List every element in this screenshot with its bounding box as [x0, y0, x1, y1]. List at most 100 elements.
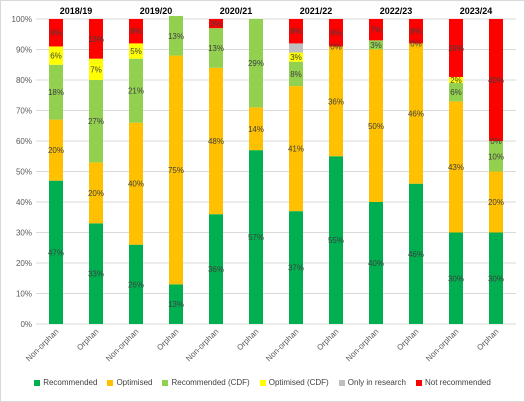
data-label: 2% — [450, 76, 462, 85]
category-label: Non-orphan — [24, 327, 60, 363]
bar-segment — [89, 223, 103, 324]
bar-segment — [289, 61, 303, 87]
legend: Recommended Optimised Recommended (CDF) Opt… — [1, 378, 524, 387]
y-tick-label: 20% — [16, 259, 32, 268]
data-label: 14% — [248, 125, 264, 134]
legend-label: Not recommended — [424, 378, 491, 387]
data-label: 48% — [208, 137, 224, 146]
data-label: 26% — [128, 280, 144, 289]
data-label: 36% — [328, 97, 344, 106]
y-tick-label: 10% — [16, 290, 32, 299]
legend-swatch — [162, 379, 169, 386]
data-label: 13% — [168, 32, 184, 41]
bar-segment — [49, 119, 63, 181]
bar-segment — [49, 46, 63, 65]
data-label: 3% — [210, 20, 222, 29]
legend-item: Not recommended — [415, 378, 491, 387]
bar-segment — [369, 19, 383, 41]
category-label: Non-orphan — [344, 327, 380, 363]
data-label: 8% — [130, 27, 142, 36]
bar-segment — [329, 19, 343, 47]
category-label: Orphan — [395, 327, 420, 352]
legend-swatch — [259, 379, 266, 386]
category-label: Orphan — [235, 327, 260, 352]
data-label: 8% — [410, 27, 422, 36]
legend-label: Recommended (CDF) — [171, 378, 250, 387]
category-label: Orphan — [155, 327, 180, 352]
data-label: 5% — [130, 47, 142, 56]
bar-segment — [209, 67, 223, 215]
legend-item: Optimised — [107, 378, 152, 387]
legend-swatch — [34, 379, 41, 386]
category-label: Non-orphan — [424, 327, 460, 363]
data-label: 20% — [88, 189, 104, 198]
data-label: 7% — [370, 26, 382, 35]
data-label: 40% — [368, 259, 384, 268]
data-label: 20% — [48, 146, 64, 155]
data-label: 9% — [50, 29, 62, 38]
bar-segment — [289, 43, 303, 53]
group-label: 2021/22 — [300, 6, 333, 16]
data-label: 55% — [328, 236, 344, 245]
bar-segment — [89, 19, 103, 59]
bar-segment — [49, 64, 63, 120]
bar-segment — [449, 101, 463, 233]
y-tick-label: 40% — [16, 198, 32, 207]
data-label: 30% — [448, 274, 464, 283]
group-label: 2023/24 — [460, 6, 493, 16]
data-label: 18% — [48, 88, 64, 97]
bar-segment — [489, 232, 503, 324]
data-label: 13% — [208, 44, 224, 53]
data-label: 36% — [208, 265, 224, 274]
bar-segment — [169, 15, 183, 56]
bar-segment — [449, 232, 463, 324]
group-label: 2020/21 — [220, 6, 253, 16]
bar-segment — [169, 55, 183, 285]
data-label: 13% — [168, 300, 184, 309]
bar-segment — [129, 43, 143, 59]
data-label: 0% — [330, 42, 342, 51]
data-label: 29% — [248, 59, 264, 68]
data-label: 3% — [290, 53, 302, 62]
stacked-bar-chart: 0% 10% 20% 30% 40% 50% 60% 70% 80% 90% 100% 47% 20% 1… — [12, 6, 516, 363]
data-label: 8% — [290, 70, 302, 79]
group-label: 2022/23 — [380, 6, 413, 16]
group-label: 2018/19 — [60, 6, 93, 16]
legend-item: Recommended — [34, 378, 97, 387]
y-tick-label: 80% — [16, 76, 32, 85]
data-label: 19% — [448, 44, 464, 53]
data-label: 9% — [330, 29, 342, 38]
legend-label: Optimised (CDF) — [268, 378, 329, 387]
bar-segment — [289, 86, 303, 212]
bar-segment — [129, 244, 143, 324]
bar-segment — [249, 107, 263, 151]
bar-segment — [169, 284, 183, 324]
bar-segment — [89, 80, 103, 163]
data-label: 75% — [168, 166, 184, 175]
bar-segment — [249, 19, 263, 108]
data-label: 40% — [128, 180, 144, 189]
legend-swatch — [107, 379, 114, 386]
y-tick-label: 50% — [16, 168, 32, 177]
data-label: 57% — [248, 233, 264, 242]
bar-segment — [489, 141, 503, 172]
bar-segment — [49, 180, 63, 324]
bar-segment — [369, 202, 383, 324]
y-tick-label: 100% — [12, 15, 32, 24]
data-label: 33% — [88, 270, 104, 279]
data-label: 37% — [288, 264, 304, 273]
bar-segment — [209, 28, 223, 68]
legend-item: Recommended (CDF) — [162, 378, 250, 387]
bar-segment — [329, 156, 343, 324]
bar-segment — [289, 19, 303, 44]
bar-segment — [449, 83, 463, 102]
data-label: 8% — [290, 27, 302, 36]
bar-segment — [369, 49, 383, 202]
category-label: Non-orphan — [184, 327, 220, 363]
bar-segment — [329, 46, 343, 157]
category-label: Non-orphan — [104, 327, 140, 363]
bar-segment — [89, 58, 103, 80]
y-tick-label: 90% — [16, 46, 32, 55]
bar-segment — [49, 19, 63, 47]
